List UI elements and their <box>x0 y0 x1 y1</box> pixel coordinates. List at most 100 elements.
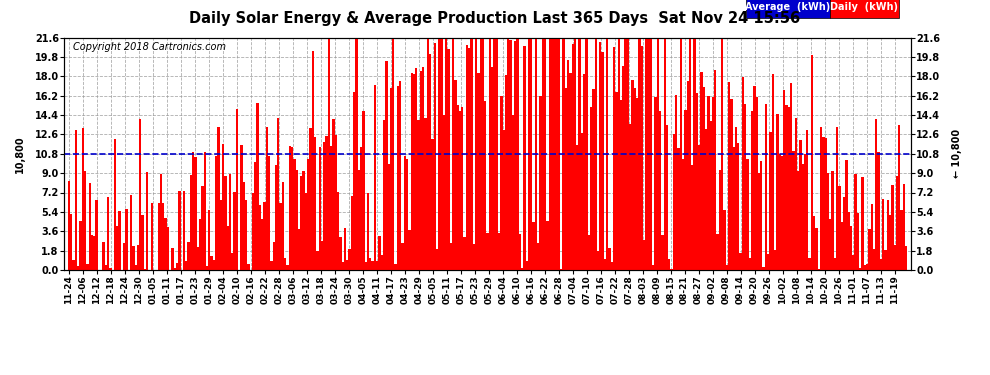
Bar <box>832 171 834 270</box>
FancyBboxPatch shape <box>745 0 831 18</box>
Bar <box>661 235 663 270</box>
Bar <box>606 38 608 270</box>
Bar <box>841 222 842 270</box>
Bar <box>328 38 330 270</box>
Bar <box>567 60 569 270</box>
Bar <box>625 38 627 270</box>
Bar <box>270 261 272 270</box>
Bar <box>489 38 491 270</box>
Bar <box>482 38 484 270</box>
Bar <box>873 249 875 270</box>
Bar <box>861 177 863 270</box>
Bar <box>369 258 371 270</box>
Text: Daily  (kWh): Daily (kWh) <box>831 2 898 12</box>
Bar <box>493 38 496 270</box>
Bar <box>742 77 744 270</box>
Bar <box>245 200 248 270</box>
Bar <box>411 73 413 270</box>
Bar <box>604 259 606 270</box>
Bar <box>896 176 898 270</box>
Bar <box>627 38 629 270</box>
Bar <box>764 104 767 270</box>
Bar <box>371 261 373 270</box>
Bar <box>643 240 645 270</box>
Bar <box>291 147 293 270</box>
Bar <box>429 54 432 270</box>
Bar <box>705 129 707 270</box>
Bar <box>790 84 792 270</box>
Bar <box>585 38 588 270</box>
Bar <box>656 38 659 270</box>
Bar <box>150 203 152 270</box>
Bar <box>454 80 456 270</box>
Bar <box>418 120 420 270</box>
Bar <box>475 38 477 270</box>
Text: 10,800: 10,800 <box>15 135 26 172</box>
Bar <box>305 194 307 270</box>
Bar <box>326 136 328 270</box>
Bar <box>243 182 245 270</box>
Bar <box>107 197 109 270</box>
Bar <box>441 38 443 270</box>
Bar <box>74 129 77 270</box>
Bar <box>321 241 323 270</box>
Bar <box>420 71 422 270</box>
Bar <box>123 243 126 270</box>
Bar <box>816 228 818 270</box>
Bar <box>557 38 560 270</box>
Bar <box>364 262 367 270</box>
Bar <box>726 265 728 270</box>
Bar <box>884 250 887 270</box>
Bar <box>514 41 517 270</box>
Bar <box>293 159 295 270</box>
Bar <box>792 151 795 270</box>
Bar <box>171 248 173 270</box>
Bar <box>135 265 137 270</box>
Bar <box>641 46 643 270</box>
Bar <box>367 194 369 270</box>
Bar <box>295 170 298 270</box>
Bar <box>680 38 682 270</box>
Bar <box>760 161 762 270</box>
Bar <box>802 164 804 270</box>
Bar <box>578 38 581 270</box>
Bar <box>449 243 451 270</box>
Bar <box>905 246 908 270</box>
Bar <box>227 226 229 270</box>
Bar <box>677 148 680 270</box>
Bar <box>845 160 847 270</box>
Bar <box>505 75 507 270</box>
Bar <box>755 97 757 270</box>
Bar <box>632 80 634 270</box>
Bar <box>781 156 783 270</box>
Bar <box>724 210 726 270</box>
Bar <box>213 260 215 270</box>
Bar <box>231 254 234 270</box>
Bar <box>856 213 859 270</box>
Bar <box>703 87 705 270</box>
Bar <box>72 260 74 270</box>
Bar <box>263 202 265 270</box>
Bar <box>564 88 567 270</box>
Bar <box>526 261 528 270</box>
Bar <box>496 38 498 270</box>
Bar <box>693 38 696 270</box>
Bar <box>373 85 376 270</box>
Bar <box>220 200 222 270</box>
Bar <box>302 171 305 270</box>
Bar <box>854 174 856 270</box>
Bar <box>510 40 512 270</box>
Bar <box>390 88 392 270</box>
Bar <box>109 268 112 270</box>
Bar <box>880 259 882 270</box>
Bar <box>446 38 447 270</box>
Bar <box>346 260 348 270</box>
Bar <box>778 154 781 270</box>
Bar <box>827 172 830 270</box>
Bar <box>298 229 300 270</box>
Bar <box>535 38 537 270</box>
Bar <box>432 139 434 270</box>
Bar <box>427 38 429 270</box>
Bar <box>284 258 286 270</box>
Bar <box>406 159 408 270</box>
